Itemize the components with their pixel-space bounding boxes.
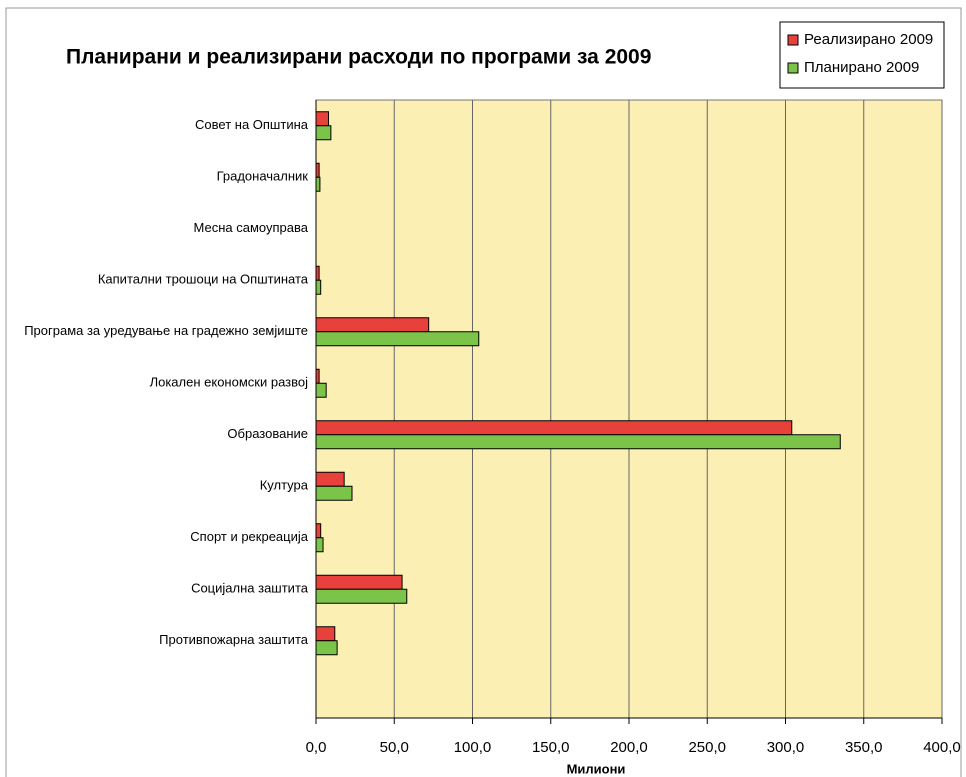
- bar: [315, 111, 330, 127]
- bar: [315, 265, 320, 281]
- bar: [315, 331, 480, 347]
- bar: [315, 125, 332, 141]
- bar: [315, 537, 324, 553]
- x-tick-label: 350,0: [845, 739, 883, 756]
- x-axis-label: Милиони: [567, 761, 626, 776]
- y-tick-label: Социјална заштита: [191, 581, 309, 596]
- y-tick-label: Месна самоуправа: [194, 220, 309, 235]
- legend-label: Планирано 2009: [804, 59, 919, 76]
- y-tick-label: Капитални трошоци на Општината: [98, 272, 309, 287]
- bar: [315, 485, 353, 501]
- legend-swatch: [787, 62, 799, 74]
- y-tick-label: Образование: [227, 426, 308, 441]
- bar: [315, 588, 408, 604]
- y-tick-label: Градоначалник: [217, 169, 309, 184]
- x-tick-label: 150,0: [532, 739, 570, 756]
- bar: [315, 382, 327, 398]
- legend-box: [779, 21, 945, 89]
- bar: [315, 317, 430, 333]
- y-tick-label: Совет на Општина: [195, 117, 309, 132]
- y-tick-label: Програма за уредување на градежно земјиш…: [24, 323, 308, 338]
- y-tick-label: Култура: [260, 478, 309, 493]
- y-tick-label: Противпожарна заштита: [159, 632, 309, 647]
- x-tick-label: 300,0: [767, 739, 805, 756]
- chart-title: Планирани и реализирани расходи по прогр…: [66, 46, 651, 69]
- bar: [315, 471, 345, 487]
- x-tick-label: 400,0: [923, 739, 961, 756]
- x-tick-label: 0,0: [306, 739, 327, 756]
- y-tick-label: Локален економски развој: [150, 375, 309, 390]
- bar: [315, 523, 322, 539]
- bar: [315, 176, 321, 192]
- bar: [315, 162, 320, 178]
- bar: [315, 640, 338, 656]
- legend-swatch: [787, 34, 799, 46]
- x-tick-label: 250,0: [688, 739, 726, 756]
- x-tick-label: 50,0: [380, 739, 409, 756]
- y-tick-label: Спорт и рекреација: [190, 529, 308, 544]
- bar: [315, 626, 336, 642]
- bar: [315, 420, 793, 436]
- legend-label: Реализирано 2009: [804, 31, 933, 48]
- bar: [315, 279, 322, 295]
- bar: [315, 574, 403, 590]
- x-tick-label: 100,0: [454, 739, 492, 756]
- bar: [315, 368, 320, 384]
- x-tick-label: 200,0: [610, 739, 648, 756]
- bar: [315, 434, 841, 450]
